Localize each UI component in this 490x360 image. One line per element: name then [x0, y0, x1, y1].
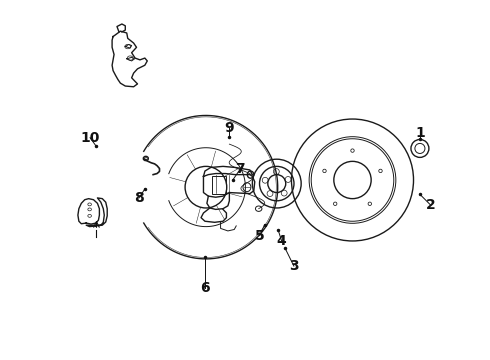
- Text: 4: 4: [277, 234, 287, 248]
- Text: 6: 6: [200, 280, 210, 294]
- Text: 8: 8: [134, 191, 144, 205]
- Text: 2: 2: [426, 198, 436, 212]
- Text: 1: 1: [415, 126, 425, 140]
- Text: 9: 9: [224, 121, 234, 135]
- Text: 5: 5: [255, 229, 265, 243]
- Text: 7: 7: [235, 162, 245, 176]
- Text: 10: 10: [80, 131, 100, 145]
- Text: 3: 3: [289, 259, 299, 273]
